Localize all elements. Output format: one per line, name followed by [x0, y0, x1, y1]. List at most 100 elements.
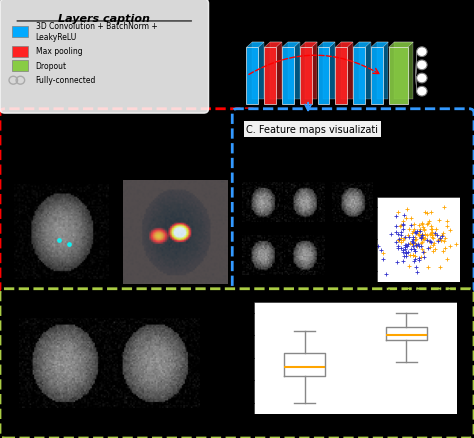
Point [399, 226, 406, 233]
Polygon shape [353, 48, 365, 105]
Point [419, 220, 426, 227]
Point [402, 241, 410, 248]
Point [441, 245, 448, 252]
Point [439, 230, 447, 237]
Point [432, 226, 440, 233]
Point [419, 234, 426, 241]
Point [410, 252, 417, 259]
Polygon shape [252, 43, 264, 100]
Point [428, 226, 435, 233]
Point [401, 244, 408, 251]
Point [413, 269, 420, 276]
Polygon shape [389, 48, 408, 105]
Point [399, 221, 406, 228]
Point [431, 246, 438, 253]
Point [433, 233, 441, 240]
Point [425, 218, 433, 225]
Point [405, 226, 413, 233]
Point [409, 234, 417, 241]
Point [412, 264, 419, 271]
Point [441, 234, 449, 241]
Point [427, 208, 434, 215]
Point [418, 246, 426, 253]
Point [418, 232, 426, 239]
Point [410, 226, 418, 233]
Point [420, 236, 428, 243]
Point [392, 213, 399, 220]
Point [404, 231, 412, 238]
Point [399, 222, 407, 229]
Point [431, 230, 439, 237]
Point [435, 237, 442, 244]
Point [411, 240, 419, 247]
Point [401, 235, 408, 242]
Point [403, 249, 410, 256]
Polygon shape [394, 43, 413, 100]
Point [379, 255, 387, 262]
Point [379, 250, 386, 257]
Point [396, 223, 404, 230]
Polygon shape [323, 43, 335, 100]
Point [410, 245, 418, 252]
FancyBboxPatch shape [0, 289, 474, 438]
Point [404, 249, 411, 256]
Point [65, 240, 73, 247]
Point [415, 232, 423, 239]
Point [397, 235, 405, 242]
Polygon shape [389, 43, 413, 48]
Point [400, 218, 407, 225]
Point [411, 248, 419, 255]
Polygon shape [264, 43, 282, 48]
Polygon shape [282, 43, 300, 48]
Point [431, 231, 439, 238]
Point [446, 227, 454, 234]
Point [401, 234, 409, 241]
Point [420, 249, 428, 256]
Point [421, 209, 428, 216]
Polygon shape [336, 48, 347, 105]
Point [415, 222, 422, 229]
Point [408, 230, 416, 237]
Point [408, 241, 416, 248]
Point [412, 242, 420, 249]
Circle shape [417, 87, 427, 97]
Point [417, 228, 424, 235]
Polygon shape [288, 43, 300, 100]
Point [404, 241, 411, 248]
Point [409, 252, 417, 259]
Point [415, 228, 423, 235]
Point [402, 253, 410, 260]
Point [408, 222, 415, 229]
Point [394, 243, 402, 250]
Point [400, 253, 408, 260]
Polygon shape [353, 43, 371, 48]
Point [421, 230, 429, 237]
Point [420, 227, 428, 234]
Point [401, 212, 408, 219]
Point [411, 255, 419, 262]
Polygon shape [300, 43, 318, 48]
Point [417, 235, 425, 242]
Point [406, 252, 414, 259]
Point [417, 243, 425, 250]
Circle shape [417, 48, 427, 57]
Point [392, 223, 400, 230]
Point [428, 232, 436, 239]
Point [447, 243, 454, 250]
Point [413, 228, 421, 235]
Point [399, 247, 406, 254]
Point [424, 210, 431, 217]
Point [417, 233, 425, 240]
Point [419, 232, 426, 239]
Point [419, 249, 427, 256]
Point [417, 240, 424, 247]
Point [428, 229, 436, 236]
Point [411, 253, 419, 260]
Point [437, 264, 444, 271]
Point [438, 233, 445, 240]
Point [383, 271, 390, 278]
Bar [12, 27, 28, 38]
Point [406, 240, 413, 247]
Point [415, 243, 422, 250]
Polygon shape [371, 43, 389, 48]
